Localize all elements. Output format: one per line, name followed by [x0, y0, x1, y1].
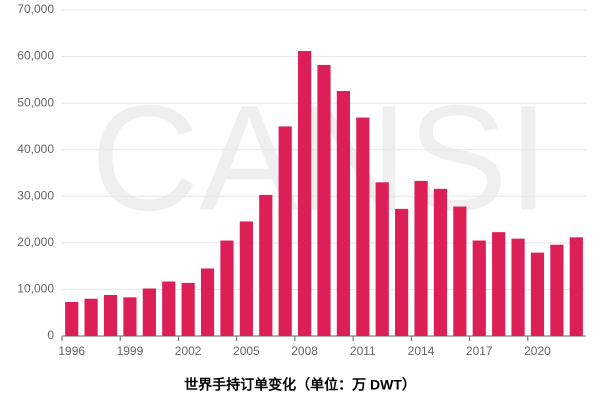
- bar: [65, 302, 79, 336]
- bar: [239, 221, 253, 336]
- x-tick-label: 1996: [58, 344, 85, 358]
- bar: [433, 188, 448, 336]
- bar: [181, 282, 195, 336]
- bar: [84, 298, 98, 336]
- bar: [550, 244, 564, 336]
- y-tick-label: 70,000: [17, 2, 54, 16]
- bar: [162, 281, 176, 336]
- bar: [278, 126, 292, 336]
- bar: [336, 91, 351, 336]
- chart-title: 世界手持订单变化（单位：万 DWT）: [184, 377, 416, 393]
- bar: [297, 50, 312, 337]
- bar: [317, 64, 331, 336]
- y-tick-label: 50,000: [17, 95, 54, 109]
- x-tick-label: 2017: [466, 344, 493, 358]
- bar: [472, 240, 486, 336]
- y-tick-label: 40,000: [17, 142, 54, 156]
- y-tick-label: 0: [47, 328, 54, 342]
- bar: [569, 237, 583, 336]
- bar: [375, 182, 389, 336]
- x-tick-label: 2020: [524, 344, 551, 358]
- bar: [259, 194, 273, 336]
- bar: [142, 288, 156, 336]
- bar: [453, 206, 467, 336]
- x-tick-label: 2014: [408, 344, 435, 358]
- x-tick-label: 1999: [117, 344, 144, 358]
- bar: [414, 180, 428, 336]
- y-tick-label: 20,000: [17, 235, 54, 249]
- bar: [220, 240, 234, 336]
- y-tick-label: 60,000: [17, 49, 54, 63]
- x-tick-label: 2005: [233, 344, 260, 358]
- bar: [200, 268, 215, 336]
- y-tick-label: 10,000: [17, 282, 54, 296]
- bar: [511, 238, 525, 336]
- bar: [356, 117, 370, 336]
- bar: [123, 297, 137, 336]
- bar: [492, 232, 506, 336]
- x-tick-label: 2008: [291, 344, 318, 358]
- bar: [103, 295, 118, 336]
- bar: [530, 252, 545, 336]
- y-tick-label: 30,000: [17, 188, 54, 202]
- x-tick-label: 2002: [175, 344, 202, 358]
- bar: [395, 208, 409, 336]
- x-tick-label: 2011: [350, 344, 376, 358]
